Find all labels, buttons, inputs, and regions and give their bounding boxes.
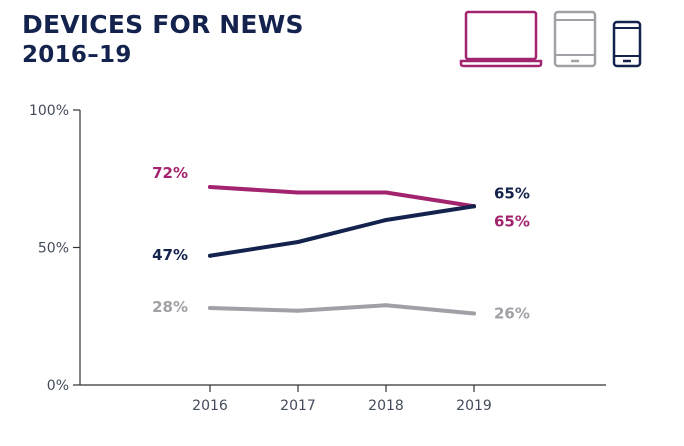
title-line-2: 2016–19	[22, 41, 132, 68]
x-tick-label: 2018	[368, 398, 404, 414]
y-tick-label: 100%	[29, 103, 69, 119]
laptop-series-line	[208, 185, 476, 209]
smartphone-icon	[612, 20, 642, 68]
start-value-label: 47%	[152, 246, 188, 264]
data-point	[472, 311, 476, 316]
x-tick-label: 2017	[280, 398, 316, 414]
data-point	[384, 190, 388, 195]
device-legend	[459, 10, 642, 68]
x-tick-label: 2019	[456, 398, 492, 414]
data-point	[296, 240, 300, 244]
end-value-label: 26%	[494, 305, 530, 323]
end-value-label: 65%	[494, 184, 530, 202]
data-point	[384, 218, 388, 222]
data-point	[208, 306, 212, 310]
value-labels: 72% 65% 47% 65% 28% 26%	[152, 164, 530, 323]
tablet-series-line	[208, 303, 476, 316]
data-point	[384, 303, 388, 308]
smartphone-series-line	[208, 204, 476, 258]
y-tick-label: 50%	[38, 241, 69, 257]
y-tick-label: 0%	[47, 378, 69, 394]
data-point	[208, 185, 212, 189]
data-point	[472, 204, 476, 209]
laptop-icon	[459, 10, 543, 68]
title-line-1: DEVICES FOR NEWS	[22, 10, 304, 39]
chart-title: DEVICES FOR NEWS 2016–19	[22, 10, 304, 69]
x-tick-label: 2016	[192, 398, 228, 414]
chart-axes: 0% 50% 100% 2016 2017 2018 2019	[29, 103, 606, 414]
data-point	[208, 253, 212, 258]
data-point	[296, 308, 300, 313]
end-value-label: 65%	[494, 212, 530, 230]
start-value-label: 72%	[152, 164, 188, 182]
start-value-label: 28%	[152, 298, 188, 316]
series-lines	[208, 185, 476, 316]
data-point	[296, 190, 300, 195]
tablet-icon	[553, 10, 597, 68]
